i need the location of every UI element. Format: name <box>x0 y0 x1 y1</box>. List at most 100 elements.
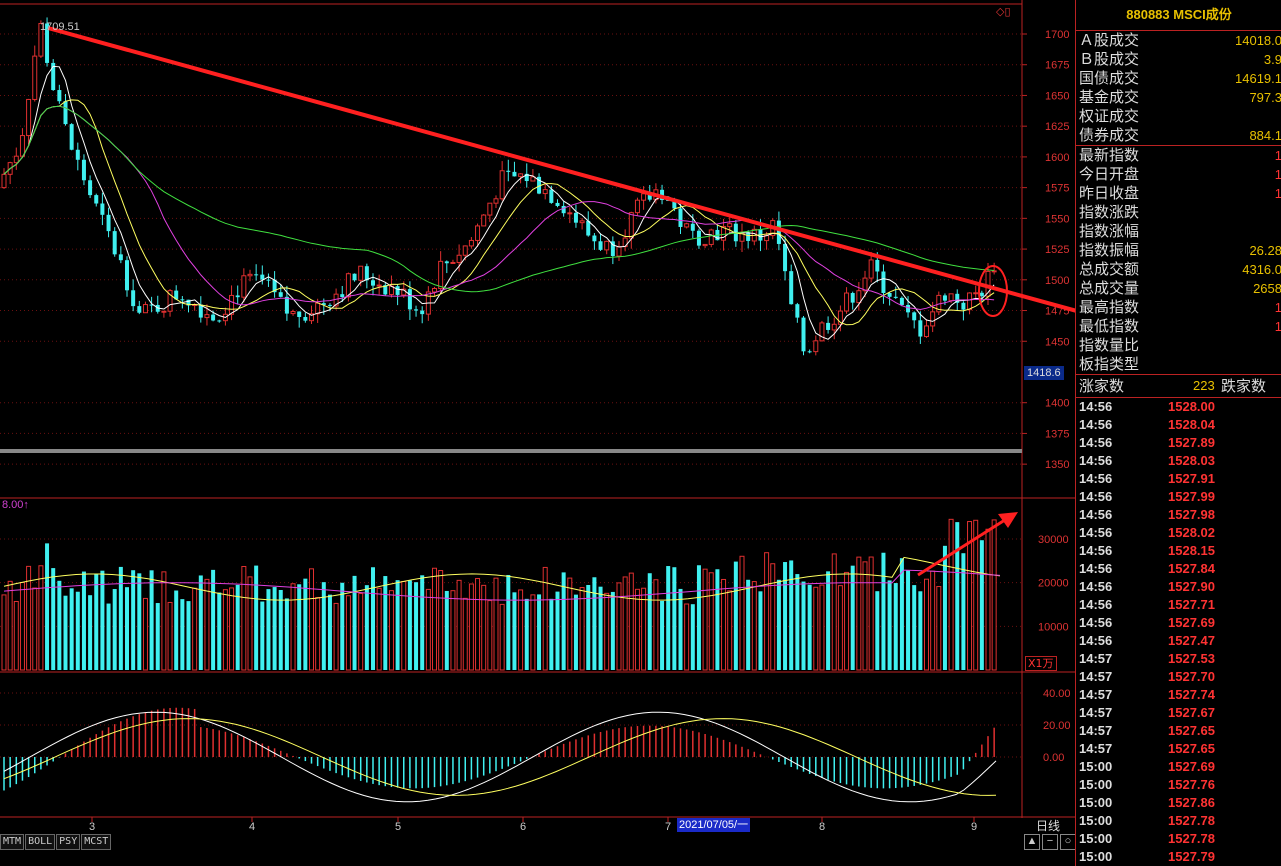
down-count-label: 跌家数 <box>1221 377 1267 395</box>
candle-body-up <box>499 170 505 200</box>
volume-bar-down <box>383 576 388 670</box>
volume-bar-down <box>537 594 542 670</box>
stat-label: 最新指数 <box>1079 146 1140 164</box>
candle-body-down <box>137 306 142 313</box>
candle-body-up <box>727 223 733 228</box>
tick-time: 14:56 <box>1079 417 1113 432</box>
candle-body-down <box>881 271 886 293</box>
tick-row: 14:56 1527.47 <box>1076 632 1281 650</box>
candle-body-up <box>456 254 462 263</box>
tab-boll[interactable]: BOLL <box>25 834 56 850</box>
volume-bar-down <box>783 562 788 670</box>
volume-bar-up <box>967 521 973 671</box>
candle-body-down <box>186 299 191 306</box>
candle-body-down <box>88 180 93 196</box>
ma10-line <box>3 99 995 326</box>
volume-bar-down <box>352 575 357 670</box>
zoom-up-button[interactable]: ▲ <box>1024 834 1040 850</box>
candle-body-down <box>776 220 781 244</box>
volume-bar-up <box>708 572 714 671</box>
stat-label: Ａ股成交 <box>1079 31 1140 49</box>
zoom-out-button[interactable]: − <box>1042 834 1058 850</box>
period-daily-label[interactable]: 日线 <box>1036 819 1061 833</box>
volume-bar-down <box>524 598 529 670</box>
volume-bar-down <box>912 585 917 670</box>
candle-body-down <box>801 317 806 352</box>
candle-body-down <box>260 274 265 280</box>
tick-time: 14:56 <box>1079 597 1113 612</box>
panel-title: 880883 MSCI成份 <box>1076 0 1281 31</box>
stat-label: 昨日收盘 <box>1079 184 1140 202</box>
volume-bar-up <box>32 587 38 671</box>
candle-body-up <box>530 176 536 182</box>
candle-body-up <box>468 239 474 247</box>
volume-bar-down <box>198 575 203 670</box>
volume-bar-down <box>45 543 50 670</box>
volume-bar-up <box>499 603 505 671</box>
volume-bar-down <box>795 574 800 670</box>
price-tick-label: 1525 <box>1045 244 1069 256</box>
tick-time: 14:56 <box>1079 561 1113 576</box>
volume-bar-up <box>7 580 13 671</box>
candle-body-down <box>512 171 517 177</box>
volume-bar-up <box>653 579 659 671</box>
price-tick-label: 1675 <box>1045 60 1069 72</box>
tick-price: 1527.91 <box>1168 471 1215 486</box>
stat-row: 指数涨跌 <box>1076 203 1281 222</box>
stat-label: 权证成交 <box>1079 107 1140 125</box>
tab-mtm[interactable]: MTM <box>0 834 25 850</box>
volume-bar-up <box>167 601 173 671</box>
tick-time: 14:57 <box>1079 741 1113 756</box>
tick-row: 14:56 1527.84 <box>1076 560 1281 578</box>
stat-row: 国债成交 14619.1 <box>1076 69 1281 88</box>
candle-body-down <box>321 303 326 305</box>
volume-bar-up <box>401 580 407 671</box>
candle-body-up <box>616 246 622 257</box>
volume-bar-down <box>899 558 904 670</box>
tick-list[interactable]: 14:56 1528.00 14:56 1528.04 14:56 1527.89 14:5… <box>1076 398 1281 866</box>
zoom-controls: ▲ − ○ <box>1024 834 1078 850</box>
candle-body-down <box>598 241 603 250</box>
breakout-circle <box>978 265 1008 317</box>
ma60-line <box>3 105 995 293</box>
tick-time: 15:00 <box>1079 777 1113 792</box>
candle-body-down <box>149 304 154 306</box>
candle-body-up <box>26 98 32 137</box>
reset-button[interactable]: ○ <box>1060 834 1076 850</box>
candle-body-down <box>63 101 68 125</box>
volume-bar-down <box>340 582 345 670</box>
stat-label: 板指类型 <box>1079 355 1140 373</box>
volume-bar-up <box>844 571 850 671</box>
candle-body-down <box>180 299 185 301</box>
tick-price: 1527.99 <box>1168 489 1215 504</box>
tick-price: 1527.47 <box>1168 633 1215 648</box>
candle-body-down <box>506 170 511 172</box>
volume-bar-up <box>487 600 493 671</box>
chart-corner-icons[interactable]: ◇▯ <box>996 5 1011 18</box>
tick-time: 14:57 <box>1079 651 1113 666</box>
stat-value: 797.3 <box>1249 90 1281 105</box>
candle-body-up <box>493 198 499 204</box>
volume-bar-up <box>813 586 819 671</box>
volume-bar-down <box>149 570 154 670</box>
candle-body-down <box>75 149 80 160</box>
chart-area[interactable]: 1700 1675 1650 1625 1600 1575 1550 1525 1500 1475… <box>0 0 1075 866</box>
volume-bar-up <box>856 556 862 671</box>
volume-bar-down <box>660 600 665 670</box>
candle-body-down <box>555 202 560 206</box>
volume-bar-down <box>254 565 259 670</box>
tick-price: 1527.74 <box>1168 687 1215 702</box>
kline-chart[interactable]: 1700167516501625160015751550152515001475… <box>0 0 1075 866</box>
volume-bar-down <box>647 573 652 670</box>
volume-bar-down <box>678 588 683 670</box>
tab-psy[interactable]: PSY <box>56 834 81 850</box>
volume-bar-up <box>438 570 444 671</box>
tick-price: 1527.78 <box>1168 813 1215 828</box>
tick-price: 1528.02 <box>1168 525 1215 540</box>
candle-body-up <box>924 325 929 338</box>
macd-tick-label: 20.00 <box>1043 720 1071 732</box>
tab-mcst[interactable]: MCST <box>81 834 112 850</box>
volume-bar-up <box>641 587 647 671</box>
turnover-list: Ａ股成交 14018.0 Ｂ股成交 3.9 国债成交 14619.1 基金成交 797.3 权证… <box>1076 31 1281 145</box>
volume-bar-down <box>801 581 806 670</box>
